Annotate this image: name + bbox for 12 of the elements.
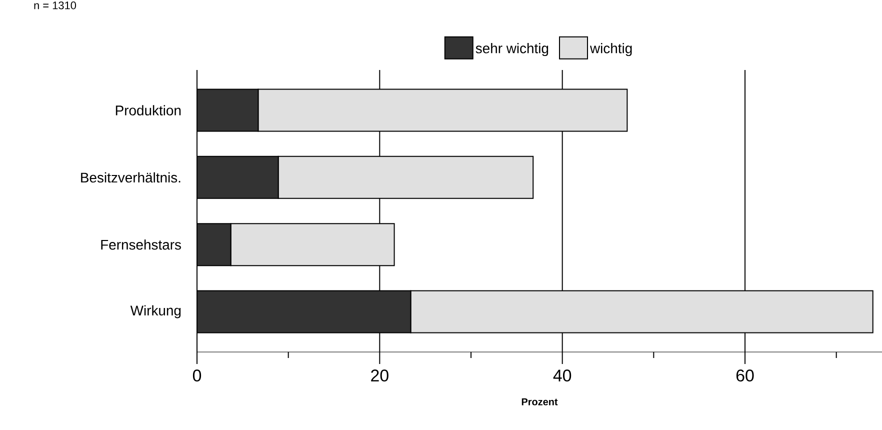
text: n = 1310 xyxy=(34,2,76,10)
x-axis-title: Prozent xyxy=(522,398,558,406)
y-tick-label: Produktion xyxy=(116,105,181,116)
y-tick-label: Fernsehstars xyxy=(101,239,181,250)
legend-label: wichtig xyxy=(590,43,632,56)
x-tick-label: 20 xyxy=(371,370,388,382)
x-tick-label: 40 xyxy=(553,370,572,382)
y-tick-label: Besitzverhältnis. xyxy=(81,172,180,183)
x-tick-label: 0 xyxy=(192,370,202,382)
x-tick-label: 60 xyxy=(736,370,754,382)
y-tick-label: Wirkung xyxy=(130,305,181,318)
legend-label: sehr wichtig xyxy=(476,43,548,56)
